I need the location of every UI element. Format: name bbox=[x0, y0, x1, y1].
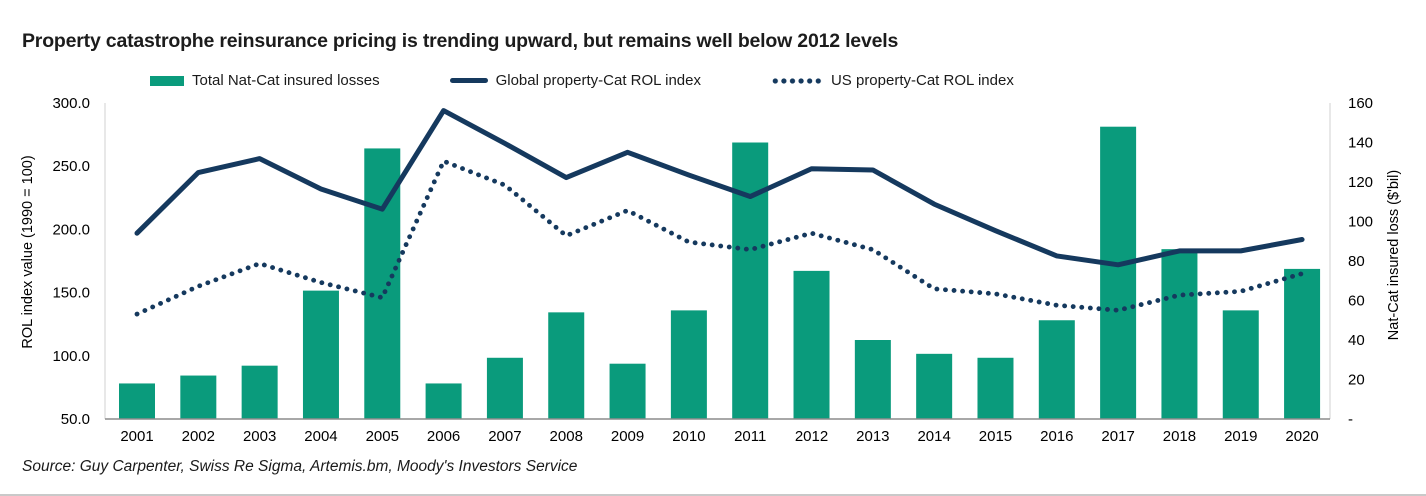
x-tick-label: 2001 bbox=[120, 428, 153, 445]
solid-line-swatch-icon bbox=[449, 78, 488, 83]
legend-label: Total Nat-Cat insured losses bbox=[192, 72, 380, 89]
left-tick-label: 250.0 bbox=[52, 158, 90, 175]
x-tick-label: 2014 bbox=[917, 428, 950, 445]
right-axis-ticks: 160 140 120 100 80 60 40 20 - bbox=[1348, 95, 1373, 428]
bar-2020 bbox=[1284, 268, 1321, 419]
x-tick-label: 2020 bbox=[1285, 428, 1318, 445]
us-rol-dotted-line bbox=[134, 158, 1305, 317]
chart-title: Property catastrophe reinsurance pricing… bbox=[22, 30, 899, 52]
bar-2019 bbox=[1222, 310, 1259, 419]
x-tick-label: 2017 bbox=[1101, 428, 1134, 445]
right-tick-label: 40 bbox=[1348, 332, 1365, 349]
x-tick-label: 2012 bbox=[795, 428, 828, 445]
right-tick-label: - bbox=[1348, 411, 1353, 428]
left-tick-label: 300.0 bbox=[52, 95, 90, 112]
right-tick-label: 100 bbox=[1348, 214, 1373, 231]
right-tick-label: 60 bbox=[1348, 293, 1365, 310]
x-tick-label: 2007 bbox=[488, 428, 521, 445]
right-tick-label: 20 bbox=[1348, 372, 1365, 389]
x-tick-label: 2016 bbox=[1040, 428, 1073, 445]
x-tick-label: 2011 bbox=[734, 428, 766, 445]
bar-2013 bbox=[854, 340, 891, 419]
left-tick-label: 100.0 bbox=[52, 348, 90, 365]
left-axis-title: ROL index value (1990 = 100) bbox=[20, 155, 36, 348]
bar-2017 bbox=[1100, 126, 1137, 419]
bar-2015 bbox=[977, 357, 1014, 419]
legend-label: US property-Cat ROL index bbox=[830, 72, 1014, 89]
legend-item-us-rol: US property-Cat ROL index bbox=[770, 72, 1014, 89]
x-tick-label: 2004 bbox=[304, 428, 337, 445]
bar-2007 bbox=[486, 357, 523, 419]
bar-2006 bbox=[425, 383, 462, 419]
left-tick-label: 50.0 bbox=[61, 411, 90, 428]
legend-item-nat-cat-losses: Total Nat-Cat insured losses bbox=[150, 72, 380, 89]
source-note: Source: Guy Carpenter, Swiss Re Sigma, A… bbox=[22, 458, 578, 475]
bar-2011 bbox=[732, 142, 769, 419]
right-tick-label: 140 bbox=[1348, 135, 1373, 152]
x-tick-label: 2008 bbox=[550, 428, 583, 445]
bars-series bbox=[119, 126, 1321, 420]
x-tick-label: 2010 bbox=[672, 428, 705, 445]
x-tick-label: 2019 bbox=[1224, 428, 1257, 445]
x-axis-labels: 2001 2002 2003 2004 2005 2006 2007 2008 2009 2010… bbox=[120, 428, 1318, 445]
legend-item-global-rol: Global property-Cat ROL index bbox=[449, 72, 701, 89]
left-tick-label: 200.0 bbox=[52, 221, 90, 238]
global-rol-line bbox=[134, 108, 1305, 268]
dotted-line-swatch-icon bbox=[770, 77, 823, 84]
left-tick-label: 150.0 bbox=[52, 285, 90, 302]
bar-swatch-icon bbox=[150, 75, 184, 86]
chart-legend: Total Nat-Cat insured losses Global prop… bbox=[150, 72, 1014, 89]
right-axis-title: Nat-Cat insured loss ($'bil) bbox=[1386, 170, 1402, 340]
legend-label: Global property-Cat ROL index bbox=[495, 72, 701, 89]
x-tick-label: 2018 bbox=[1163, 428, 1196, 445]
right-tick-label: 160 bbox=[1348, 95, 1373, 112]
x-tick-label: 2009 bbox=[611, 428, 644, 445]
bar-2012 bbox=[793, 270, 830, 419]
right-tick-label: 120 bbox=[1348, 174, 1373, 191]
x-tick-label: 2015 bbox=[979, 428, 1012, 445]
bar-2002 bbox=[180, 375, 217, 419]
x-tick-label: 2003 bbox=[243, 428, 276, 445]
bar-2018 bbox=[1161, 249, 1198, 419]
bar-2008 bbox=[548, 312, 585, 419]
bar-2009 bbox=[609, 363, 646, 419]
right-tick-label: 80 bbox=[1348, 253, 1365, 270]
left-axis-ticks: 300.0 250.0 200.0 150.0 100.0 50.0 bbox=[52, 95, 90, 428]
bar-2004 bbox=[302, 290, 339, 419]
bottom-divider bbox=[0, 494, 1426, 496]
bar-2010 bbox=[670, 310, 707, 419]
x-tick-label: 2002 bbox=[182, 428, 215, 445]
bar-2003 bbox=[241, 365, 278, 419]
bar-2016 bbox=[1038, 320, 1075, 419]
x-tick-label: 2006 bbox=[427, 428, 460, 445]
bar-2001 bbox=[119, 383, 155, 419]
x-tick-label: 2013 bbox=[856, 428, 889, 445]
bar-2014 bbox=[916, 353, 953, 419]
x-tick-label: 2005 bbox=[366, 428, 399, 445]
